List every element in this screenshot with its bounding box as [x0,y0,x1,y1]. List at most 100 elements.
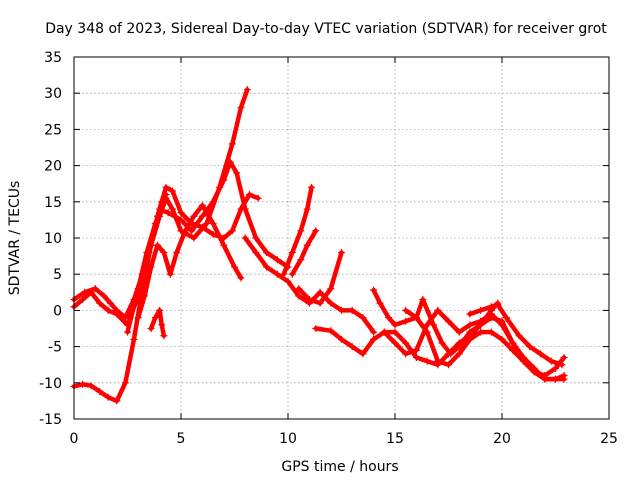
data-point [447,350,455,358]
data-point [391,339,399,347]
data-point [348,343,356,351]
data-point [295,285,303,293]
data-point [226,158,234,166]
y-tick-label: 25 [44,122,62,138]
series-track-h [280,183,316,278]
data-point [312,325,320,332]
data-point [455,350,463,358]
y-tick-label: 20 [44,159,62,175]
data-point [231,263,238,271]
data-point [477,328,485,336]
data-point [252,234,260,242]
data-point [466,328,474,336]
series-track-d [124,158,292,336]
data-point [156,306,164,314]
data-point [515,332,523,340]
data-point [552,375,559,383]
y-axis-label: SDTVAR / TECUs [7,181,23,296]
data-point [434,357,442,365]
data-point [173,248,181,256]
y-tick-label: 15 [44,195,62,211]
data-point [203,220,211,228]
data-point [526,343,534,351]
series-track-g [241,234,378,336]
y-tick-label: 35 [44,50,62,66]
data-point [419,296,427,304]
data-point [241,234,249,242]
data-point [327,327,335,335]
data-point [79,296,87,304]
data-point [245,191,253,199]
data-point [402,306,410,314]
data-point [198,201,206,209]
data-point [487,328,495,336]
data-point [455,343,463,351]
data-point [498,335,506,343]
data-point [487,310,495,318]
series-track-e [134,201,245,322]
y-tick-label: -5 [48,340,62,356]
data-point [228,140,236,148]
data-point [121,379,129,387]
data-point [233,169,241,177]
data-point [295,292,303,300]
data-point [430,321,438,329]
y-tick-label: 30 [44,86,62,102]
data-point [151,314,159,322]
data-point [348,306,356,314]
data-point [188,227,196,235]
data-point [252,248,260,256]
series-line [290,228,319,277]
data-point [158,206,166,214]
data-point [560,375,568,383]
data-point [303,241,311,249]
data-point [466,335,474,343]
data-point [466,310,474,318]
data-point [143,248,151,256]
x-tick-label: 25 [600,431,618,447]
data-point [198,223,206,231]
series-track-n [402,306,568,383]
data-point [237,104,245,112]
data-point [166,270,174,278]
y-tick-label: -15 [39,412,62,428]
data-point [530,368,538,376]
data-point [455,328,463,336]
y-tick-label: -10 [39,376,62,392]
chart-title: Day 348 of 2023, Sidereal Day-to-day VTE… [45,21,607,37]
data-point [209,230,217,238]
data-point [305,296,313,304]
data-point [100,292,108,300]
data-point [130,335,138,343]
x-axis-label: GPS time / hours [281,459,398,475]
data-point [237,274,245,282]
series-line [135,203,244,320]
data-point [288,248,296,256]
series-line [467,302,565,367]
data-point [541,375,549,383]
series-track-i [288,227,320,278]
data-point [113,397,121,405]
data-point [91,285,99,293]
data-point [537,350,545,358]
data-point [434,306,442,314]
data-point [87,288,95,296]
data-point [177,216,185,224]
data-point [445,317,452,325]
data-point [519,357,527,365]
data-point [391,321,399,329]
data-point [113,310,121,318]
data-point [509,339,517,347]
data-point [303,205,311,213]
data-point [177,209,185,217]
data-point [243,86,251,94]
x-tick-label: 5 [177,431,186,447]
data-point [391,328,399,336]
data-point [560,353,568,361]
data-point [141,292,149,300]
data-point [190,212,198,220]
data-point [359,314,367,322]
data-point [158,321,166,329]
series-line [403,308,567,382]
data-point [164,209,172,217]
